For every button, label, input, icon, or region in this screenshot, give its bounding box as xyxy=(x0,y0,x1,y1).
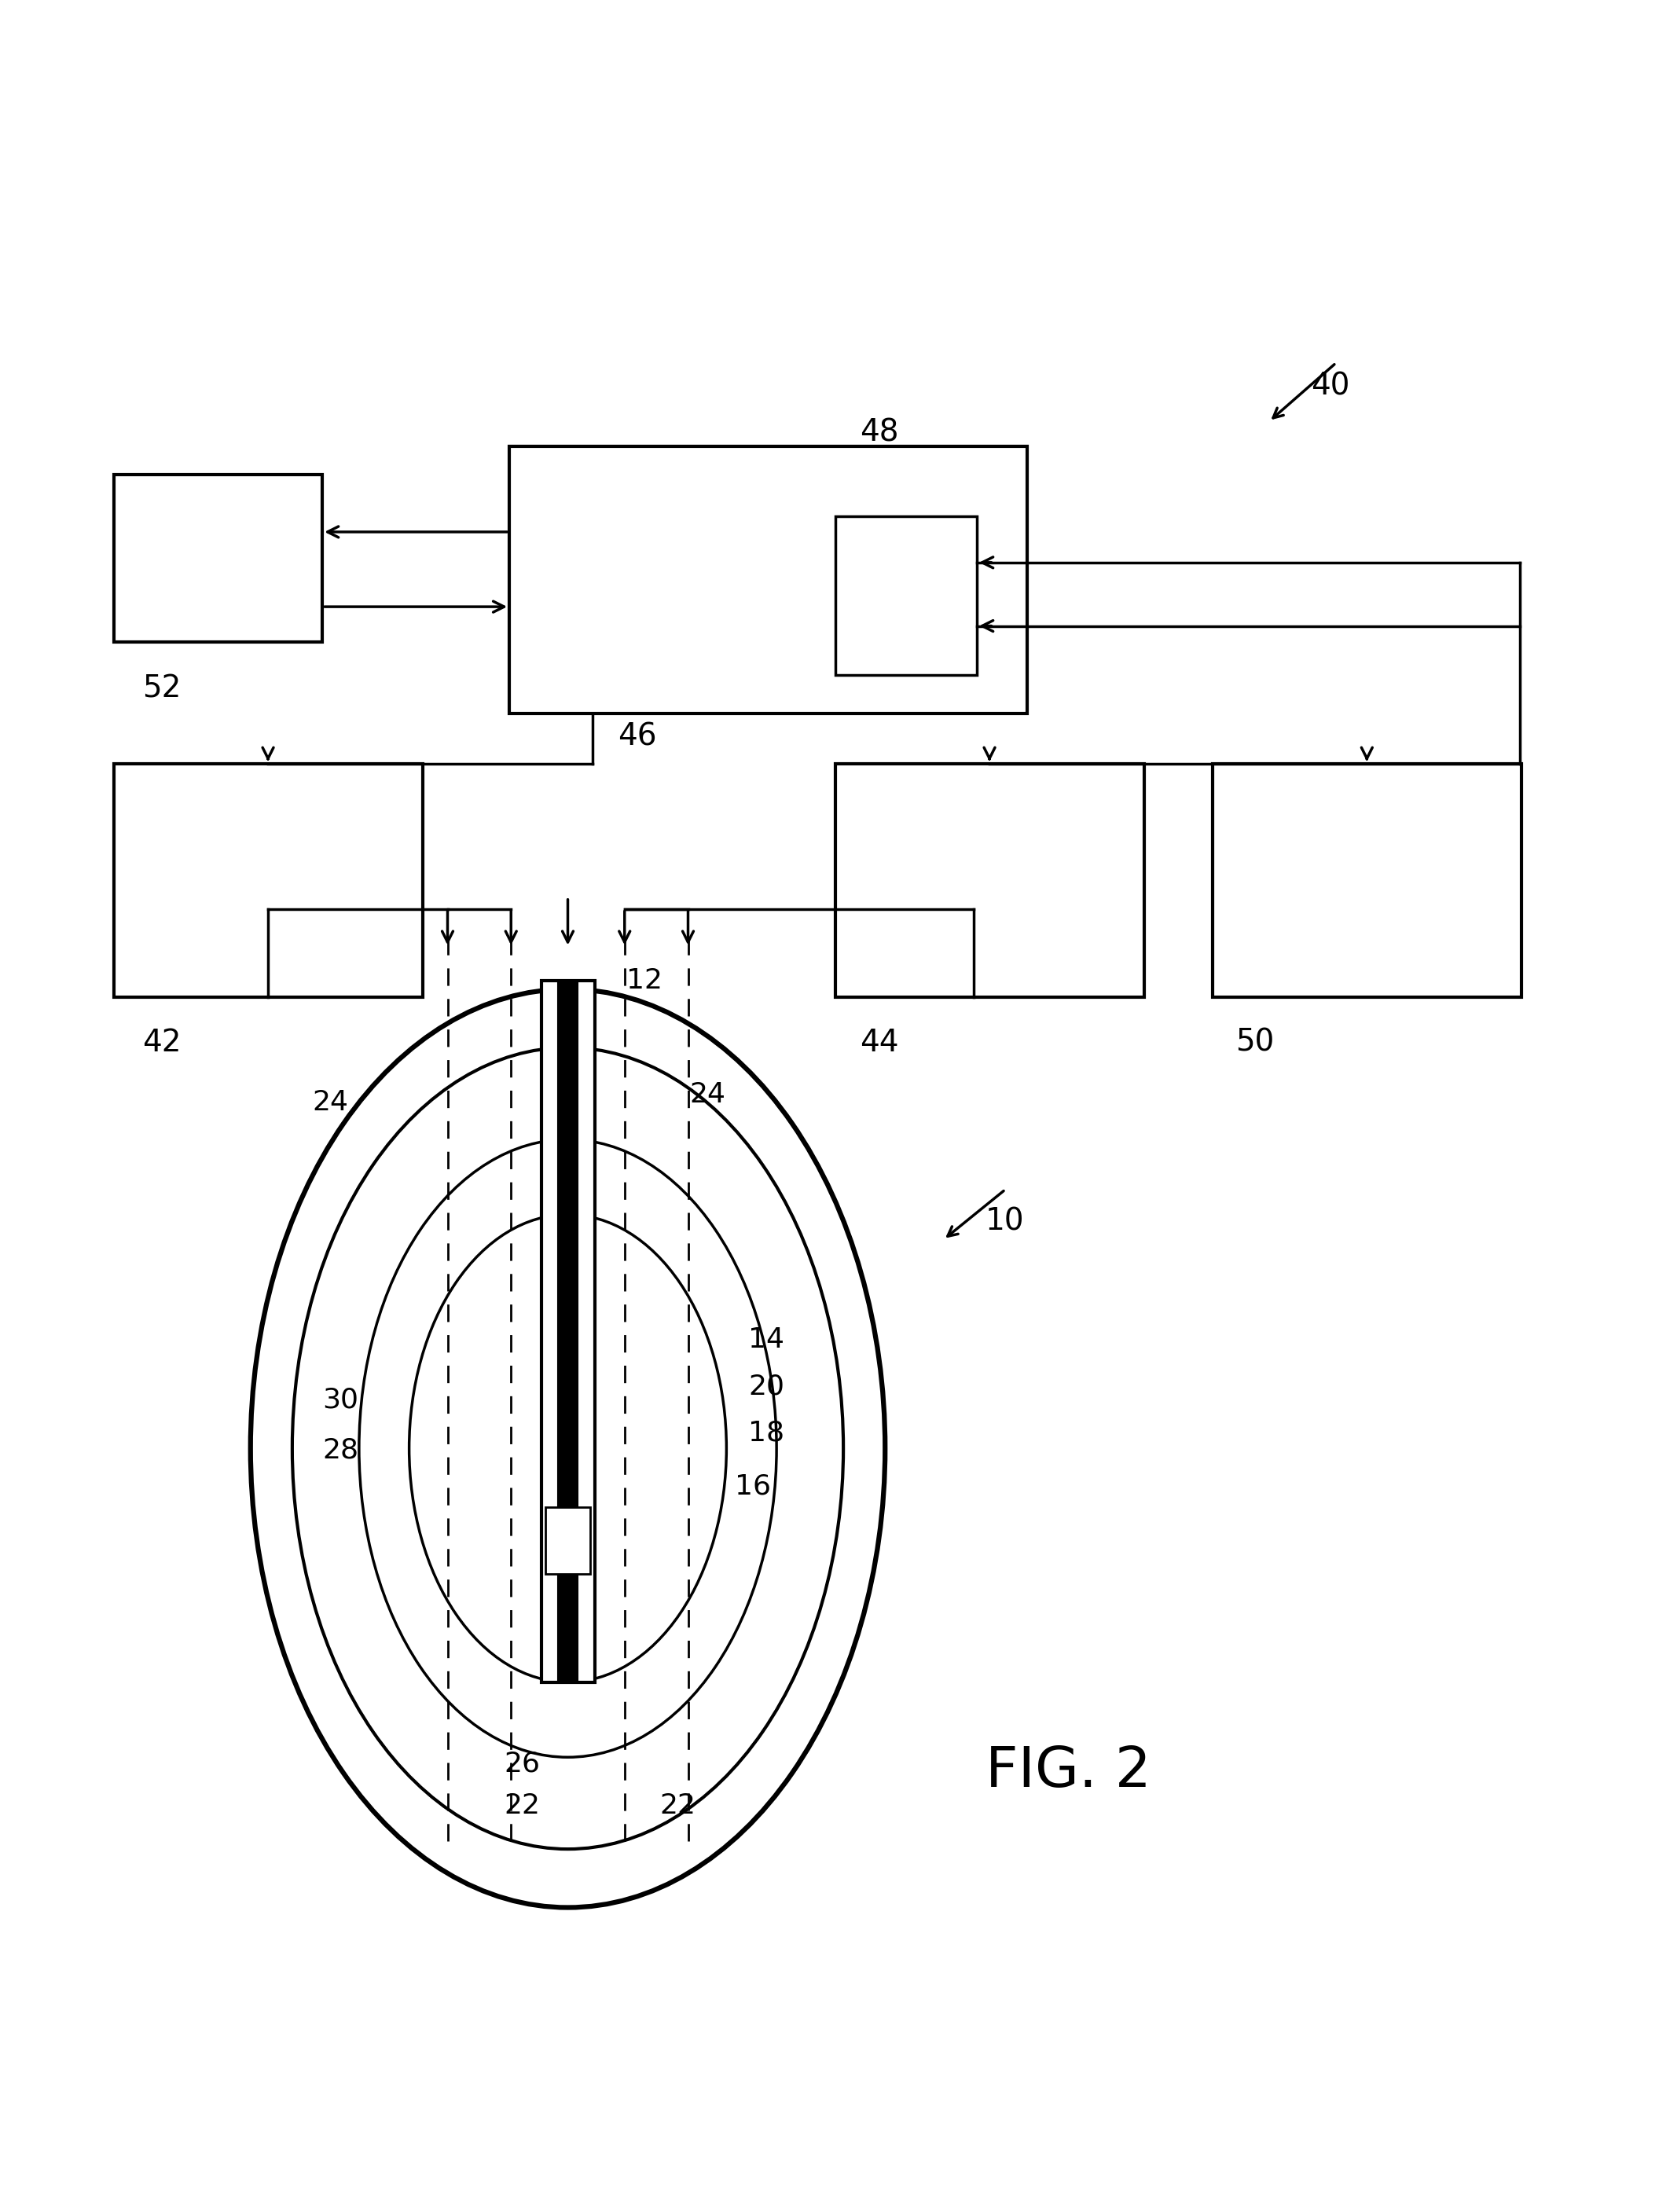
Bar xyxy=(114,476,322,641)
Text: 14: 14 xyxy=(748,1327,785,1354)
Text: 12: 12 xyxy=(626,967,663,993)
Bar xyxy=(544,1506,591,1573)
Bar xyxy=(541,980,595,1681)
Text: 24: 24 xyxy=(312,1088,349,1117)
Text: 22: 22 xyxy=(504,1792,541,1818)
Bar xyxy=(509,447,1027,714)
Text: 48: 48 xyxy=(860,418,898,447)
Text: FIG. 2: FIG. 2 xyxy=(985,1745,1151,1798)
Text: 10: 10 xyxy=(985,1206,1024,1237)
Text: 52: 52 xyxy=(142,672,180,703)
Text: 24: 24 xyxy=(690,1082,726,1108)
Text: 50: 50 xyxy=(1236,1029,1274,1057)
Bar xyxy=(835,518,977,675)
Text: 22: 22 xyxy=(660,1792,696,1818)
Text: 20: 20 xyxy=(748,1374,785,1400)
Bar xyxy=(1212,763,1521,998)
Bar xyxy=(558,980,578,1681)
Text: 46: 46 xyxy=(618,721,656,752)
Text: 26: 26 xyxy=(504,1750,541,1776)
Bar xyxy=(114,763,423,998)
Bar xyxy=(835,763,1144,998)
Text: 18: 18 xyxy=(748,1420,785,1447)
Text: 44: 44 xyxy=(860,1029,898,1057)
Text: 16: 16 xyxy=(735,1473,772,1500)
Text: 40: 40 xyxy=(1311,372,1349,400)
Text: 28: 28 xyxy=(322,1436,359,1464)
Text: 42: 42 xyxy=(142,1029,180,1057)
Text: 30: 30 xyxy=(322,1387,359,1413)
